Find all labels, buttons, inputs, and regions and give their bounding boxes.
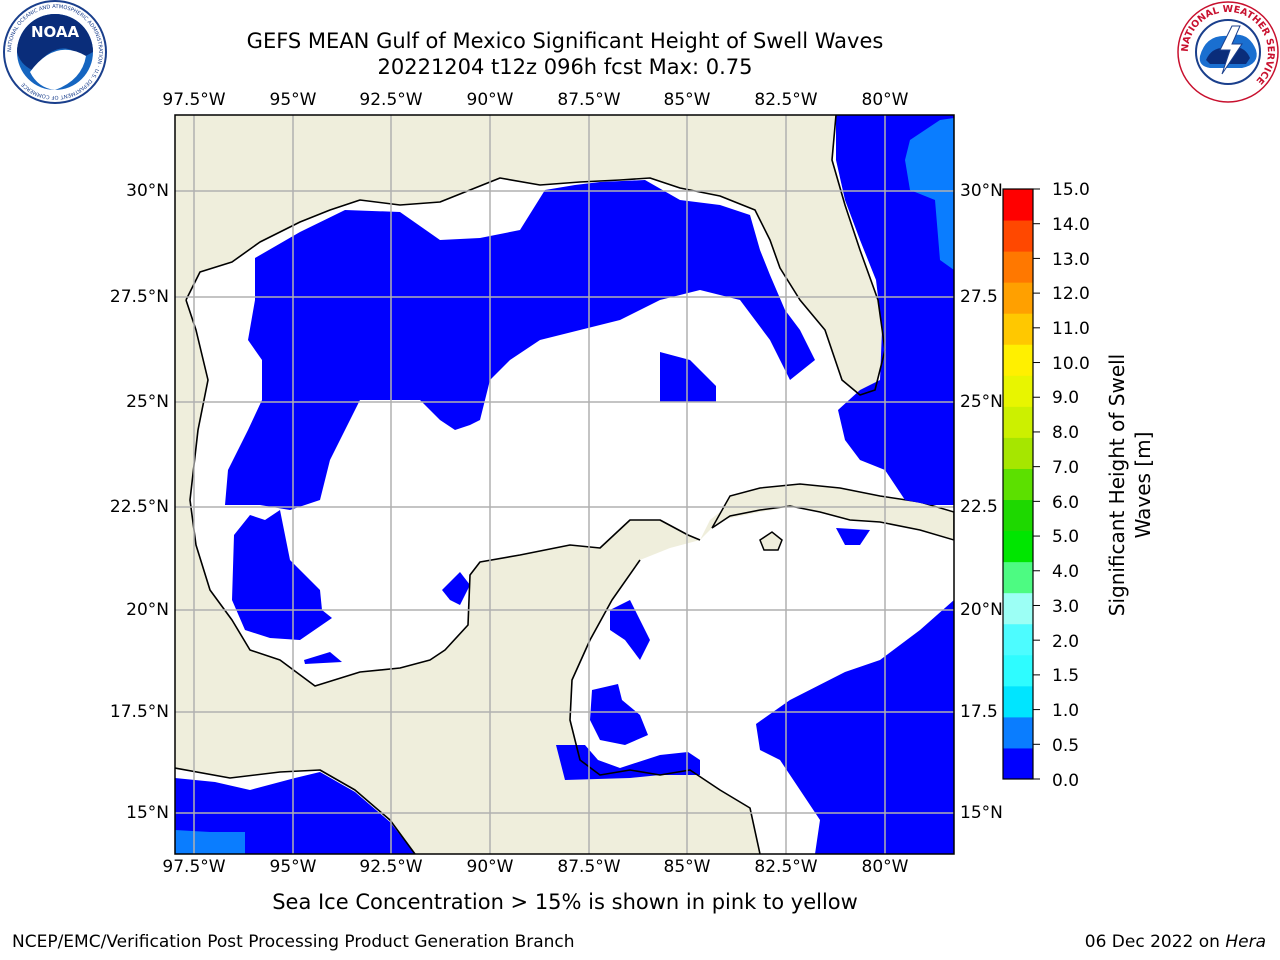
colorbar-label: 2.0 [1052, 632, 1080, 652]
lat-tick-right: 25°N [960, 392, 1003, 412]
lon-tick-bottom: 95°W [269, 857, 317, 877]
colorbar-segment [1003, 344, 1033, 376]
colorbar-label: 1.0 [1052, 701, 1080, 721]
colorbar [1003, 189, 1033, 780]
colorbar-segment [1003, 375, 1033, 407]
lon-tick-top: 92.5°W [359, 90, 423, 110]
lat-tick-right: 15°N [960, 803, 1003, 823]
colorbar-title: Significant Height of Swell Waves [m] [1104, 354, 1156, 616]
lat-tick-right: 20°N [960, 600, 1003, 620]
sea-ice-note: Sea Ice Concentration > 15% is shown in … [272, 890, 858, 914]
colorbar-segment [1003, 747, 1033, 780]
colorbar-label: 10.0 [1052, 354, 1090, 374]
colorbar-segment [1003, 189, 1033, 221]
colorbar-segment [1003, 530, 1033, 563]
svg-text:NOAA: NOAA [31, 23, 80, 41]
lon-tick-bottom: 85°W [663, 857, 711, 877]
colorbar-segment [1003, 468, 1033, 501]
colorbar-segment [1003, 561, 1033, 594]
lat-tick-right: 27.5 [960, 287, 998, 307]
colorbar-label: 14.0 [1052, 215, 1090, 235]
colorbar-segment [1003, 654, 1033, 687]
colorbar-label: 6.0 [1052, 493, 1080, 513]
colorbar-segment [1003, 623, 1033, 656]
lon-tick-bottom: 97.5°W [162, 857, 226, 877]
noaa-logo: NOAA NATIONAL OCEANIC AND ATMOSPHERIC AD… [3, 0, 107, 104]
lon-tick-bottom: 80°W [861, 857, 909, 877]
map-frame [174, 114, 955, 855]
colorbar-label: 15.0 [1052, 180, 1090, 200]
lat-tick-left: 20°N [126, 600, 169, 620]
lon-tick-top: 82.5°W [754, 90, 818, 110]
colorbar-segment [1003, 313, 1033, 345]
colorbar-segment [1003, 406, 1033, 438]
colorbar-segment [1003, 220, 1033, 252]
colorbar-segment [1003, 499, 1033, 532]
lon-tick-bottom: 87.5°W [557, 857, 621, 877]
nws-logo: NATIONAL WEATHER SERVICE [1177, 1, 1279, 103]
colorbar-label: 13.0 [1052, 250, 1090, 270]
lon-tick-bottom: 82.5°W [754, 857, 818, 877]
map-title: GEFS MEAN Gulf of Mexico Significant Hei… [246, 29, 884, 53]
map-subtitle: 20221204 t12z 096h fcst Max: 0.75 [377, 55, 753, 79]
lat-tick-left: 17.5°N [109, 702, 169, 722]
lon-tick-top: 97.5°W [162, 90, 226, 110]
colorbar-label: 8.0 [1052, 423, 1080, 443]
lon-tick-top: 90°W [466, 90, 514, 110]
lon-tick-bottom: 92.5°W [359, 857, 423, 877]
colorbar-segment [1003, 592, 1033, 625]
colorbar-title-line2: Waves [m] [1131, 431, 1155, 539]
lat-tick-left: 27.5°N [109, 287, 169, 307]
land-island [759, 531, 783, 551]
colorbar-label: 4.0 [1052, 562, 1080, 582]
footer-credit: NCEP/EMC/Verification Post Processing Pr… [12, 932, 575, 952]
lat-tick-left: 25°N [126, 392, 169, 412]
colorbar-label: 12.0 [1052, 284, 1090, 304]
colorbar-frame [1002, 188, 1034, 780]
footer-date-text: 06 Dec 2022 on [1084, 932, 1226, 952]
colorbar-title-line1: Significant Height of Swell [1105, 353, 1129, 617]
colorbar-label: 11.0 [1052, 319, 1090, 339]
map-area [175, 115, 954, 854]
colorbar-label: 9.0 [1052, 388, 1080, 408]
colorbar-label: 1.5 [1052, 666, 1080, 686]
swell-areas-light [175, 118, 954, 854]
lon-tick-top: 87.5°W [557, 90, 621, 110]
colorbar-segment [1003, 685, 1033, 718]
lon-tick-top: 80°W [861, 90, 909, 110]
lat-tick-right: 17.5 [960, 702, 998, 722]
lon-tick-bottom: 90°W [466, 857, 514, 877]
colorbar-segment [1003, 251, 1033, 283]
colorbar-segment [1003, 716, 1033, 749]
lat-tick-right: 30°N [960, 181, 1003, 201]
colorbar-segment [1003, 437, 1033, 469]
lat-tick-left: 15°N [126, 803, 169, 823]
lon-tick-top: 85°W [663, 90, 711, 110]
footer-date: 06 Dec 2022 on Hera [1085, 932, 1266, 952]
colorbar-label: 0.0 [1052, 771, 1080, 791]
gridlines [175, 115, 954, 854]
colorbar-label: 5.0 [1052, 527, 1080, 547]
colorbar-label: 7.0 [1052, 458, 1080, 478]
lat-tick-left: 30°N [126, 181, 169, 201]
lon-tick-top: 95°W [269, 90, 317, 110]
lat-tick-left: 22.5°N [109, 497, 169, 517]
colorbar-segment [1003, 282, 1033, 314]
swell-areas [175, 115, 954, 854]
footer-host: Hera [1225, 932, 1266, 952]
colorbar-label: 0.5 [1052, 736, 1080, 756]
colorbar-label: 3.0 [1052, 597, 1080, 617]
lat-tick-right: 22.5 [960, 497, 998, 517]
